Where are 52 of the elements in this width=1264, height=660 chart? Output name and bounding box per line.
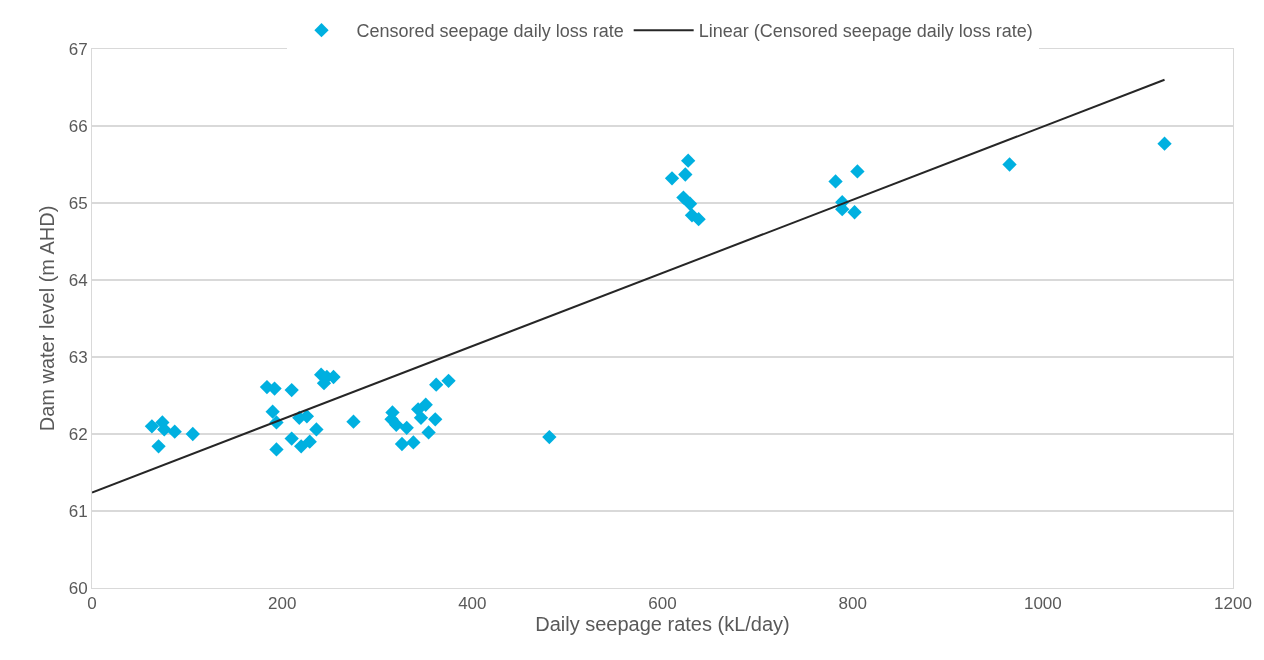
point [413, 410, 429, 425]
y-tick-label: 60 [68, 578, 88, 598]
legend-label: Censored seepage daily loss rate [356, 21, 624, 42]
point [691, 212, 706, 227]
x-tick-label: 0 [87, 594, 97, 614]
x-tick-label: 600 [648, 594, 677, 614]
point [284, 382, 299, 398]
point [847, 205, 862, 220]
x-tick-label: 200 [267, 594, 297, 614]
point [302, 434, 317, 449]
point [418, 397, 433, 412]
y-tick-label: 63 [68, 347, 88, 367]
point [828, 174, 843, 189]
y-tick-label: 65 [68, 193, 88, 213]
point [850, 164, 865, 179]
point [678, 167, 693, 182]
point [167, 424, 182, 439]
legend-label: Linear (Censored seepage daily loss rate) [698, 21, 1033, 42]
point [284, 431, 299, 446]
x-tick-label: 1000 [1023, 594, 1062, 614]
point [151, 439, 166, 454]
y-tick-label: 61 [68, 501, 88, 521]
point [185, 426, 200, 442]
y-tick-label: 67 [68, 39, 88, 59]
x-tick-label: 400 [458, 594, 487, 614]
point [1002, 157, 1017, 172]
y-tick-label: 64 [68, 270, 88, 290]
x-tick-label: 1200 [1214, 594, 1252, 614]
point [394, 436, 410, 452]
point [406, 435, 421, 450]
point [294, 439, 309, 454]
point [664, 171, 680, 186]
y-axis-title: Dam water level (m AHD) [36, 205, 59, 432]
y-tick-label: 62 [68, 424, 88, 444]
x-axis-title: Daily seepage rates (kL/day) [535, 613, 790, 636]
point [265, 404, 280, 419]
point [269, 442, 284, 457]
point [389, 417, 404, 432]
point [346, 414, 361, 429]
x-tick-label: 800 [838, 594, 867, 614]
point [399, 420, 414, 435]
y-tick-label: 66 [68, 116, 88, 136]
point [542, 429, 557, 445]
point [429, 377, 444, 392]
point [309, 422, 324, 437]
point [682, 196, 698, 211]
point [1157, 136, 1172, 151]
point [681, 153, 696, 168]
point [428, 412, 443, 427]
point [144, 419, 160, 434]
point [441, 373, 456, 389]
point [421, 425, 436, 440]
